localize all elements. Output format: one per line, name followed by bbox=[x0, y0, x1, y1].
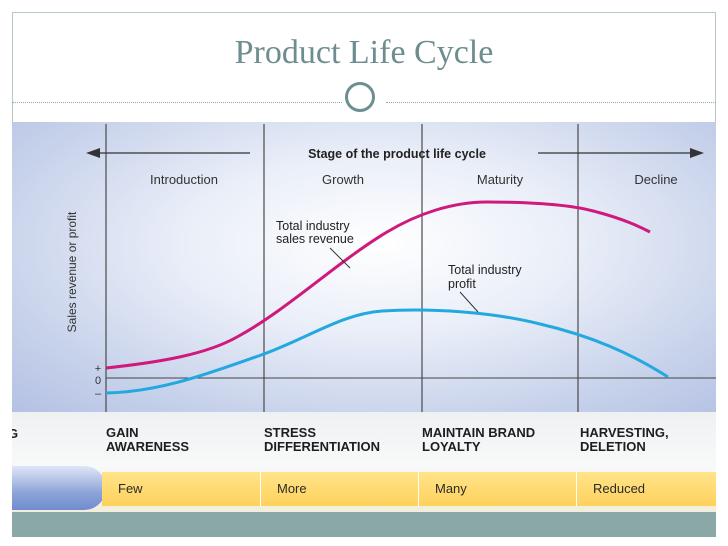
annotation-sales-revenue-leader bbox=[329, 247, 351, 269]
circle-ornament-icon bbox=[345, 82, 375, 112]
arrow-tail-icon bbox=[12, 466, 106, 510]
competitors-many: Many bbox=[418, 472, 576, 506]
action-stress-differentiation: STRESS DIFFERENTIATION bbox=[264, 425, 381, 454]
y-tick-zero: 0 bbox=[95, 375, 101, 387]
y-tick-minus: – bbox=[95, 388, 102, 400]
y-axis-label: Sales revenue or profit bbox=[65, 211, 79, 332]
action-harvesting-deletion: HARVESTING, DELETION bbox=[580, 425, 669, 454]
y-tick-plus: + bbox=[95, 363, 101, 375]
stage-header: Stage of the product life cycle bbox=[308, 147, 486, 161]
strategy-band: G GAIN AWARENESS STRESS DIFFERENTIATION … bbox=[12, 412, 716, 512]
annotation-profit-leader bbox=[459, 291, 479, 313]
action-gain-awareness: GAIN AWARENESS bbox=[106, 425, 190, 454]
competitors-more: More bbox=[260, 472, 418, 506]
competitors-bar: Few More Many Reduced bbox=[102, 472, 716, 506]
life-cycle-chart: Stage of the product life cycle Introduc… bbox=[12, 122, 716, 412]
band-cut-text: G bbox=[12, 426, 19, 441]
title-divider-right bbox=[386, 102, 716, 103]
title-divider-left bbox=[12, 102, 342, 103]
stage-label-introduction: Introduction bbox=[150, 172, 218, 187]
life-cycle-chart-svg: Stage of the product life cycle Introduc… bbox=[65, 124, 716, 412]
stage-arrow-right-head bbox=[690, 148, 704, 158]
slide-footer-bar bbox=[12, 512, 716, 537]
stage-arrow-left-head bbox=[86, 148, 100, 158]
stage-label-decline: Decline bbox=[634, 172, 677, 187]
profit-curve bbox=[105, 308, 669, 395]
competitors-reduced: Reduced bbox=[576, 472, 716, 506]
stage-label-growth: Growth bbox=[322, 172, 364, 187]
sales-revenue-curve bbox=[105, 200, 651, 370]
action-maintain-brand-loyalty: MAINTAIN BRAND LOYALTY bbox=[422, 425, 536, 454]
slide-title: Product Life Cycle bbox=[234, 34, 494, 71]
annotation-sales-revenue: Total industry sales revenue bbox=[276, 219, 354, 246]
annotation-profit: Total industry profit bbox=[448, 263, 525, 291]
stage-label-maturity: Maturity bbox=[477, 172, 524, 187]
competitors-few: Few bbox=[118, 481, 143, 496]
